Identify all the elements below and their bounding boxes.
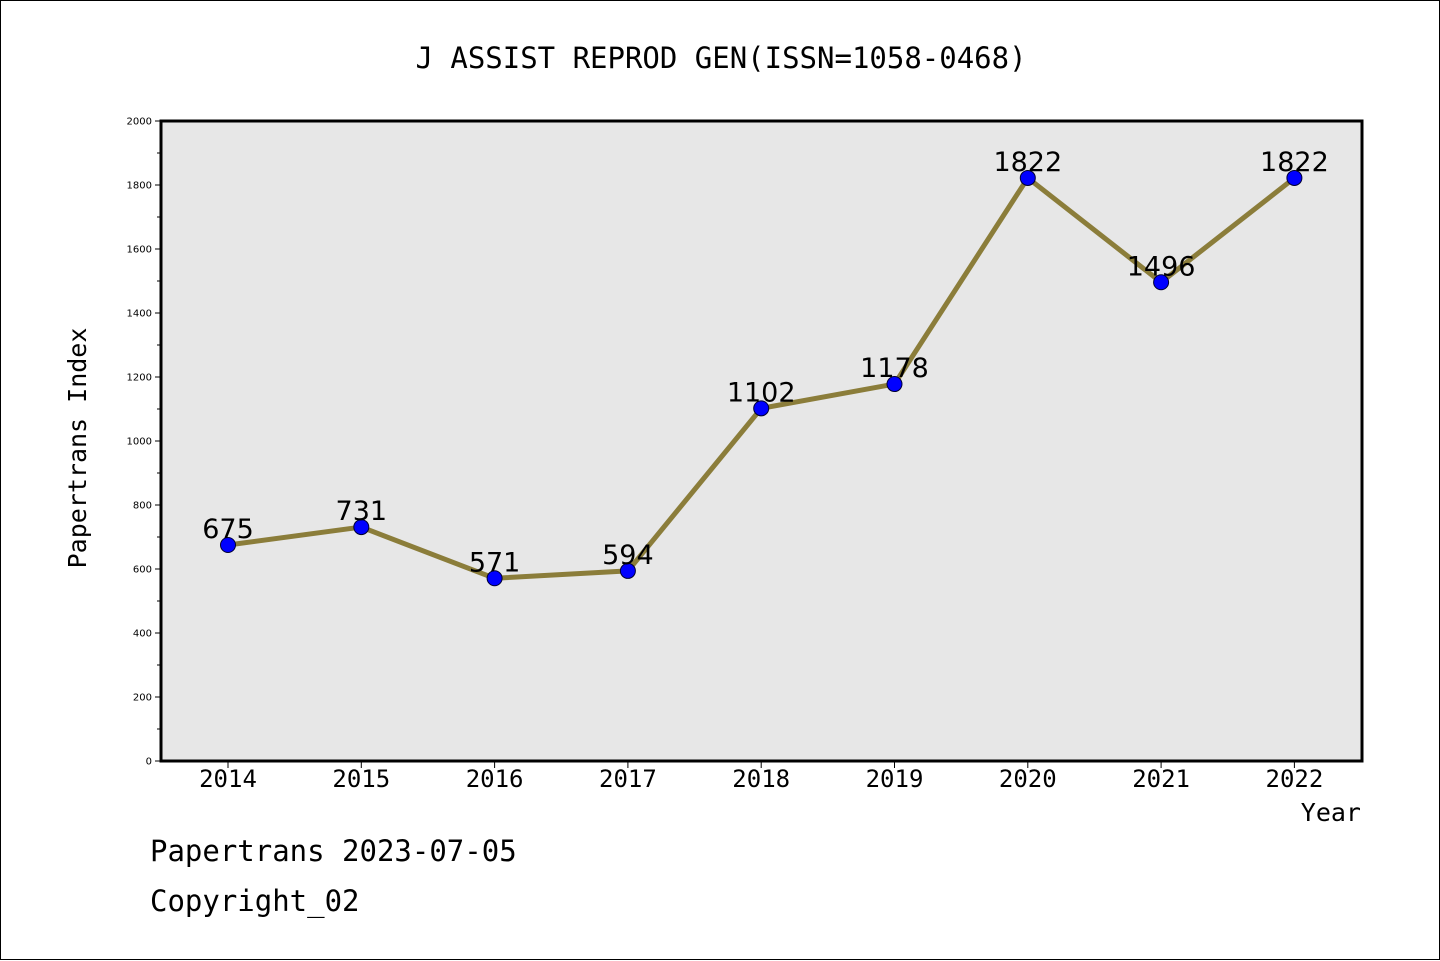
data-point — [220, 537, 236, 553]
data-point — [353, 519, 370, 536]
data-label: 1822 — [1260, 147, 1329, 178]
data-point — [886, 376, 903, 393]
y-tick-label: 800 — [133, 501, 152, 512]
data-point — [1153, 274, 1170, 291]
data-label: 1102 — [727, 377, 796, 408]
y-tick-label: 1600 — [127, 245, 152, 256]
series: 675 731 571 594 1102 1178 1822 1496 1822 — [202, 147, 1329, 587]
data-label: 571 — [469, 547, 521, 578]
data-label: 1178 — [860, 353, 929, 384]
y-axis: 0 200 400 600 800 1000 1200 1400 1600 1800 2000 — [127, 117, 161, 768]
data-point — [753, 400, 770, 417]
y-tick-label: 2000 — [127, 117, 152, 128]
y-tick-label: 0 — [146, 757, 152, 768]
data-point — [619, 562, 636, 579]
footer-date: Papertrans 2023-07-05 — [150, 834, 517, 868]
y-tick-label: 1000 — [127, 437, 152, 448]
data-label: 1496 — [1127, 251, 1196, 282]
y-tick-label: 400 — [133, 629, 152, 640]
y-tick-label: 1800 — [127, 181, 152, 192]
y-tick-label: 1400 — [127, 309, 152, 320]
x-tick-label: 2015 — [332, 765, 390, 793]
y-tick-label: 200 — [133, 693, 152, 704]
data-label: 594 — [602, 540, 654, 571]
x-tick-label: 2017 — [599, 765, 657, 793]
chart-title: J ASSIST REPROD GEN(ISSN=1058-0468) — [415, 41, 1026, 75]
y-axis-label: Papertrans Index — [63, 328, 92, 569]
y-tick-label: 1200 — [127, 373, 152, 384]
x-tick-label: 2019 — [866, 765, 924, 793]
data-label: 675 — [202, 514, 254, 545]
data-label: 731 — [336, 496, 388, 527]
y-tick-label: 600 — [133, 565, 152, 576]
x-axis-label: Year — [1301, 798, 1361, 827]
x-tick-label: 2018 — [732, 765, 790, 793]
plot-area — [159, 119, 1364, 763]
x-tick-label: 2021 — [1132, 765, 1190, 793]
x-tick-label: 2020 — [999, 765, 1057, 793]
x-tick-label: 2014 — [199, 765, 257, 793]
x-tick-label: 2022 — [1266, 765, 1324, 793]
x-axis: 2014 2015 2016 2017 2018 2019 2020 2021 2022 — [199, 761, 1323, 793]
footer-copyright: Copyright_02 — [150, 884, 360, 918]
data-point — [1286, 169, 1303, 186]
x-tick-label: 2016 — [466, 765, 524, 793]
data-point — [486, 570, 503, 587]
data-point — [1019, 169, 1036, 186]
data-label: 1822 — [993, 147, 1062, 178]
